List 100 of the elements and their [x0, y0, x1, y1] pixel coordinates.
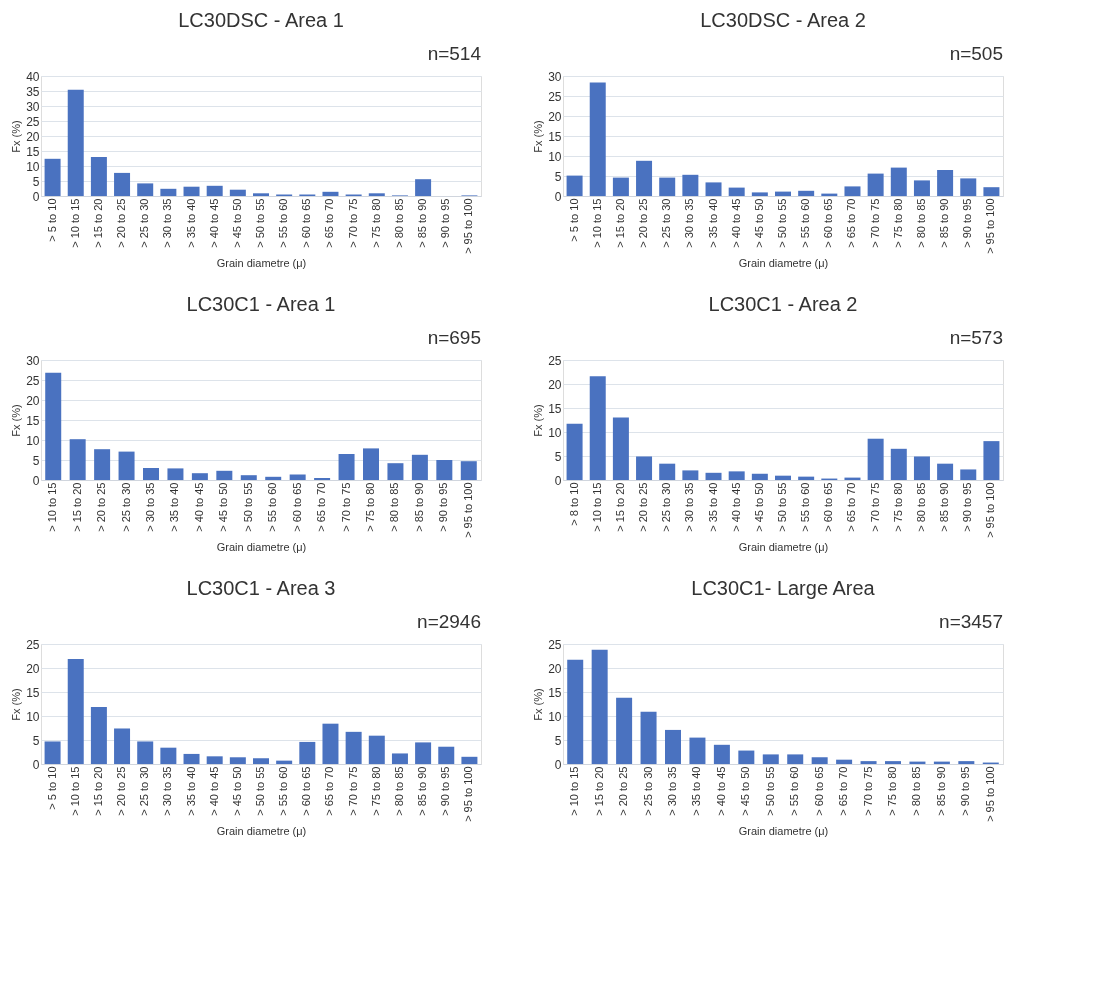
y-tick-label: 30: [26, 353, 40, 368]
x-tick-label: > 70 to 75: [868, 482, 881, 532]
x-tick-label: > 10 to 15: [68, 766, 81, 816]
y-tick-label: 25: [26, 114, 40, 129]
x-tick-label: > 75 to 80: [891, 482, 904, 532]
y-tick-label: 5: [32, 174, 40, 189]
bar: [94, 449, 111, 480]
x-axis-title: Grain diametre (μ): [738, 824, 829, 837]
x-tick-label: > 10 to 15: [568, 766, 581, 816]
bar: [665, 729, 681, 764]
x-tick-label: > 95 to 100: [984, 198, 997, 254]
x-tick-label: > 70 to 75: [339, 482, 352, 532]
x-tick-label: > 60 to 65: [812, 766, 825, 816]
y-tick-label: 0: [554, 757, 562, 772]
x-tick-label: > 85 to 90: [412, 482, 425, 532]
x-tick-label: > 80 to 85: [388, 482, 401, 532]
chart-title: LC30C1- Large Area: [691, 577, 876, 599]
bar: [890, 448, 907, 480]
x-tick-label: > 65 to 70: [837, 766, 850, 816]
chart-title: LC30DSC - Area 2: [700, 9, 866, 31]
x-axis-title: Grain diametre (μ): [216, 824, 307, 837]
x-tick-label: > 20 to 25: [115, 766, 128, 816]
y-tick-label: 5: [554, 733, 562, 748]
text: n=573: [949, 327, 1003, 348]
bar: [322, 191, 339, 196]
y-tick-label: 15: [26, 685, 40, 700]
x-tick-label: > 85 to 90: [938, 198, 951, 248]
y-tick-label: 10: [548, 425, 562, 440]
bar: [363, 448, 379, 480]
x-tick-label: > 70 to 75: [861, 766, 874, 816]
x-axis-title: Grain diametre (μ): [216, 256, 307, 269]
x-tick-label: > 10 to 15: [590, 482, 603, 532]
bar: [299, 741, 316, 764]
y-axis-title: Fx (%): [532, 404, 545, 437]
bar: [44, 158, 61, 196]
x-tick-label: > 30 to 35: [144, 482, 156, 532]
x-tick-label: > 50 to 55: [776, 482, 788, 532]
bar: [206, 756, 223, 764]
bar: [338, 454, 355, 480]
y-tick-label: 0: [554, 189, 562, 204]
bar: [183, 186, 200, 196]
y-tick-label: 15: [548, 401, 562, 416]
text: n=2946: [417, 611, 481, 632]
x-tick-label: > 60 to 65: [300, 766, 313, 816]
y-tick-label: 20: [548, 377, 562, 392]
y-tick-label: 10: [548, 149, 562, 164]
x-tick-label: > 15 to 20: [91, 766, 104, 816]
x-tick-label: > 60 to 65: [300, 198, 313, 248]
bar: [322, 723, 339, 764]
x-tick-label: > 95 to 100: [984, 482, 997, 538]
bar: [659, 463, 676, 480]
x-tick-label: > 65 to 70: [323, 198, 336, 248]
bar: [836, 759, 853, 764]
x-tick-label: > 20 to 25: [95, 482, 108, 532]
bar: [890, 167, 907, 196]
x-tick-label: > 25 to 30: [660, 482, 673, 532]
y-tick-label: 20: [548, 109, 562, 124]
bar: [983, 187, 1000, 196]
bar: [183, 753, 200, 764]
x-tick-label: > 70 to 75: [868, 198, 881, 248]
x-tick-label: > 20 to 25: [617, 766, 630, 816]
y-axis-title: Fx (%): [10, 688, 23, 721]
x-tick-label: > 95 to 100: [462, 198, 475, 254]
bar: [762, 754, 779, 764]
x-axis-title: Grain diametre (μ): [738, 540, 829, 553]
x-tick-label: > 20 to 25: [637, 198, 650, 248]
bar: [253, 758, 269, 764]
y-tick-label: 30: [548, 69, 562, 84]
x-tick-label: > 10 to 15: [590, 198, 603, 248]
bar: [368, 735, 385, 764]
bar: [775, 191, 791, 196]
x-tick-label: > 10 to 15: [68, 198, 81, 248]
text: n=3457: [939, 611, 1003, 632]
x-tick-label: > 55 to 60: [277, 198, 290, 248]
x-tick-label: > 25 to 30: [641, 766, 654, 816]
bar: [798, 190, 815, 196]
x-tick-label: > 15 to 20: [613, 198, 626, 248]
x-tick-label: > 50 to 55: [241, 482, 254, 532]
x-tick-label: > 35 to 40: [168, 482, 181, 532]
x-tick-label: > 85 to 90: [416, 198, 429, 248]
bar: [566, 423, 583, 480]
x-tick-label: > 60 to 65: [822, 198, 835, 248]
y-tick-label: 0: [32, 189, 40, 204]
y-axis-title: Fx (%): [10, 404, 23, 437]
bar: [160, 188, 177, 196]
bar: [640, 711, 657, 764]
bar: [368, 193, 385, 196]
bar: [913, 456, 930, 480]
y-axis-title: Fx (%): [532, 120, 545, 153]
y-tick-label: 20: [26, 129, 40, 144]
x-tick-label: > 25 to 30: [138, 198, 151, 248]
bar: [45, 372, 62, 480]
x-tick-label: > 30 to 35: [683, 198, 696, 248]
y-tick-label: 25: [26, 637, 40, 652]
chart-title: LC30DSC - Area 1: [178, 9, 344, 31]
x-tick-label: > 45 to 50: [752, 482, 765, 532]
x-tick-label: > 45 to 50: [739, 766, 752, 816]
y-tick-label: 20: [26, 661, 40, 676]
bar: [728, 471, 745, 480]
bar: [591, 649, 608, 764]
